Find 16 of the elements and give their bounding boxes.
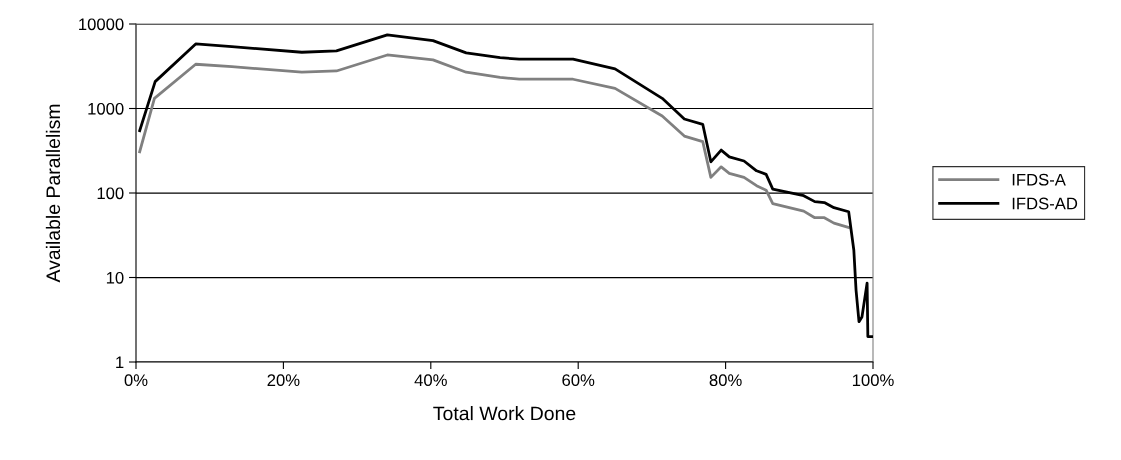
line-series bbox=[138, 53, 851, 229]
x-tick-label: 100% bbox=[852, 374, 894, 387]
x-tick-label: 20% bbox=[267, 374, 300, 387]
legend-label: IFDS-A bbox=[1012, 173, 1066, 186]
y-tick-label: 100 bbox=[97, 187, 124, 200]
y-tick-label: 10 bbox=[106, 271, 124, 284]
y-axis-title: Available Parallelism bbox=[45, 104, 61, 283]
y-tick-label: 10000 bbox=[79, 18, 124, 31]
x-tick-label: 80% bbox=[709, 374, 742, 387]
legend-label: IFDS-AD bbox=[1012, 197, 1078, 210]
x-axis-title: Total Work Done bbox=[433, 406, 576, 421]
y-tick-label: 1 bbox=[116, 356, 124, 369]
x-tick-label: 60% bbox=[562, 374, 595, 387]
y-tick-label: 1000 bbox=[88, 102, 124, 115]
x-tick-label: 40% bbox=[414, 374, 447, 387]
x-tick-label: 0% bbox=[124, 374, 148, 387]
